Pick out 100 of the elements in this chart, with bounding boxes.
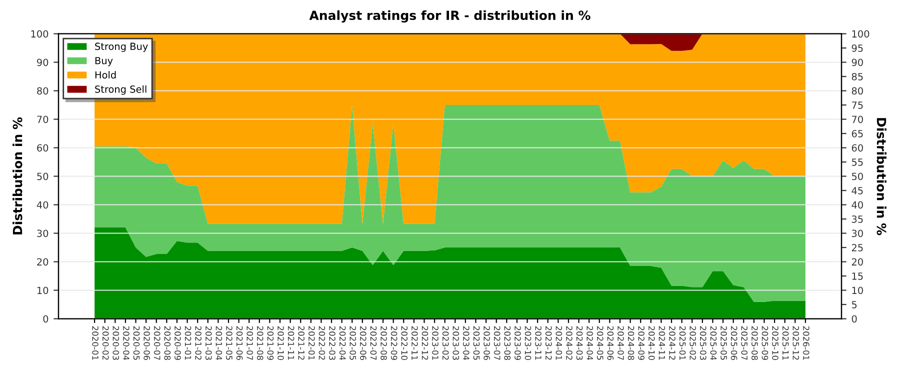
x-tick-label: 2021-03 bbox=[205, 326, 212, 360]
y-tick-label: 80 bbox=[37, 87, 48, 95]
y2-tick-label: 95 bbox=[852, 44, 863, 52]
x-tick-label: 2022-10 bbox=[401, 326, 408, 360]
y2-tick-label: 60 bbox=[852, 144, 863, 152]
y-tick-label: 60 bbox=[37, 144, 48, 152]
x-tick-label: 2023-06 bbox=[484, 326, 490, 360]
x-tick-label: 2023-05 bbox=[473, 326, 480, 360]
x-tick-label: 2025-12 bbox=[792, 326, 800, 360]
y-tick-label: 100 bbox=[31, 30, 48, 38]
legend-label: Buy bbox=[95, 57, 113, 66]
y2-tick-label: 30 bbox=[852, 230, 863, 238]
x-tick-label: 2020-06 bbox=[144, 326, 150, 360]
x-tick-label: 2023-07 bbox=[494, 326, 500, 360]
y-tick-label: 0 bbox=[43, 315, 48, 323]
x-tick-label: 2021-02 bbox=[195, 326, 202, 360]
x-tick-label: 2023-08 bbox=[504, 326, 511, 360]
x-tick-label: 2021-04 bbox=[216, 326, 222, 360]
x-tick-label: 2023-02 bbox=[442, 326, 449, 360]
y2-tick-label: 45 bbox=[852, 187, 863, 194]
x-tick-label: 2022-01 bbox=[308, 326, 315, 360]
x-tick-label: 2023-12 bbox=[545, 326, 552, 360]
x-tick-label: 2024-02 bbox=[566, 326, 572, 360]
y-tick-label: 30 bbox=[37, 230, 48, 238]
y2-tick-label: 10 bbox=[852, 286, 863, 294]
x-tick-label: 2022-11 bbox=[412, 326, 418, 360]
x-tick-label: 2020-01 bbox=[92, 326, 98, 360]
x-tick-label: 2022-04 bbox=[339, 326, 346, 360]
x-tick-label: 2022-06 bbox=[360, 326, 366, 360]
x-tick-label: 2024-05 bbox=[596, 326, 604, 360]
x-tick-label: 2022-05 bbox=[350, 326, 356, 360]
x-tick-label: 2025-04 bbox=[710, 326, 717, 360]
y-tick-label: 40 bbox=[36, 201, 48, 209]
x-tick-label: 2023-10 bbox=[524, 326, 532, 360]
x-tick-label: 2023-09 bbox=[514, 326, 521, 360]
y-tick-label: 70 bbox=[37, 116, 48, 124]
x-tick-label: 2023-03 bbox=[452, 326, 460, 360]
x-tick-label: 2020-05 bbox=[133, 326, 140, 360]
x-tick-label: 2024-01 bbox=[556, 326, 562, 360]
x-tick-label: 2023-11 bbox=[535, 326, 542, 360]
x-tick-label: 2020-08 bbox=[164, 326, 171, 360]
y2-tick-label: 65 bbox=[852, 130, 863, 138]
x-tick-label: 2024-07 bbox=[618, 326, 624, 360]
x-tick-label: 2021-09 bbox=[267, 326, 274, 360]
x-tick-label: 2020-07 bbox=[154, 326, 160, 360]
y-axis-title: Distribution in % bbox=[12, 117, 22, 234]
x-tick-label: 2020-09 bbox=[174, 326, 181, 360]
y2-tick-label: 90 bbox=[852, 58, 863, 66]
legend-label: Hold bbox=[95, 71, 116, 79]
x-tick-label: 2021-05 bbox=[226, 326, 232, 360]
x-tick-label: 2022-02 bbox=[318, 326, 326, 360]
x-tick-label: 2023-04 bbox=[463, 326, 470, 360]
x-tick-label: 2024-12 bbox=[669, 326, 676, 360]
x-tick-label: 2020-03 bbox=[112, 326, 120, 360]
x-tick-label: 2025-09 bbox=[762, 326, 768, 360]
x-tick-label: 2023-01 bbox=[432, 326, 438, 360]
x-tick-label: 2024-04 bbox=[586, 326, 593, 360]
y2-tick-label: 20 bbox=[852, 258, 863, 266]
y2-tick-label: 25 bbox=[852, 244, 863, 252]
x-tick-label: 2025-10 bbox=[772, 326, 778, 360]
y2-tick-label: 85 bbox=[852, 72, 863, 80]
x-tick-label: 2022-07 bbox=[370, 326, 377, 360]
y2-tick-label: 0 bbox=[852, 315, 857, 323]
x-tick-label: 2024-03 bbox=[576, 326, 583, 360]
x-tick-label: 2021-11 bbox=[288, 326, 294, 360]
x-tick-label: 2024-11 bbox=[658, 326, 666, 360]
x-tick-label: 2024-06 bbox=[607, 326, 614, 360]
x-tick-label: 2025-05 bbox=[720, 326, 727, 360]
x-tick-label: 2022-09 bbox=[390, 326, 398, 360]
x-tick-label: 2021-07 bbox=[246, 326, 253, 360]
x-tick-label: 2022-12 bbox=[422, 326, 428, 360]
x-tick-label: 2025-07 bbox=[741, 326, 748, 360]
y2-tick-label: 50 bbox=[852, 172, 863, 180]
y2-tick-label: 15 bbox=[852, 272, 863, 280]
x-tick-label: 2020-02 bbox=[102, 326, 109, 360]
y2-tick-label: 75 bbox=[852, 102, 863, 109]
y2-tick-label: 40 bbox=[852, 201, 863, 209]
x-tick-label: 2020-04 bbox=[123, 326, 130, 360]
x-tick-label: 2022-08 bbox=[380, 326, 387, 360]
x-tick-label: 2021-06 bbox=[236, 326, 243, 360]
x-tick-label: 2025-02 bbox=[690, 326, 696, 360]
y2-tick-label: 35 bbox=[852, 215, 863, 223]
x-tick-label: 2021-12 bbox=[298, 326, 304, 360]
x-tick-label: 2025-03 bbox=[700, 326, 706, 360]
y-tick-label: 20 bbox=[37, 258, 48, 266]
y2-tick-label: 70 bbox=[852, 116, 863, 124]
x-tick-label: 2025-06 bbox=[730, 326, 738, 360]
y2-axis-title: Distribution in % bbox=[876, 118, 886, 236]
y2-tick-label: 80 bbox=[852, 87, 863, 95]
y-tick-label: 90 bbox=[37, 58, 48, 66]
x-tick-label: 2024-10 bbox=[648, 326, 655, 360]
y2-tick-label: 100 bbox=[852, 30, 870, 38]
x-tick-label: 2022-03 bbox=[329, 326, 336, 360]
x-tick-label: 2021-01 bbox=[184, 326, 192, 360]
y2-tick-label: 55 bbox=[852, 158, 863, 166]
x-tick-label: 2025-11 bbox=[782, 326, 789, 360]
x-tick-label: 2021-10 bbox=[278, 326, 284, 360]
y-tick-label: 50 bbox=[37, 172, 48, 180]
x-tick-label: 2024-08 bbox=[628, 326, 634, 360]
x-tick-label: 2024-09 bbox=[638, 326, 644, 360]
